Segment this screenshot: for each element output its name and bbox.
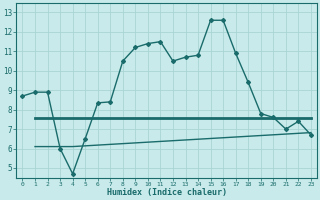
X-axis label: Humidex (Indice chaleur): Humidex (Indice chaleur) (107, 188, 227, 197)
